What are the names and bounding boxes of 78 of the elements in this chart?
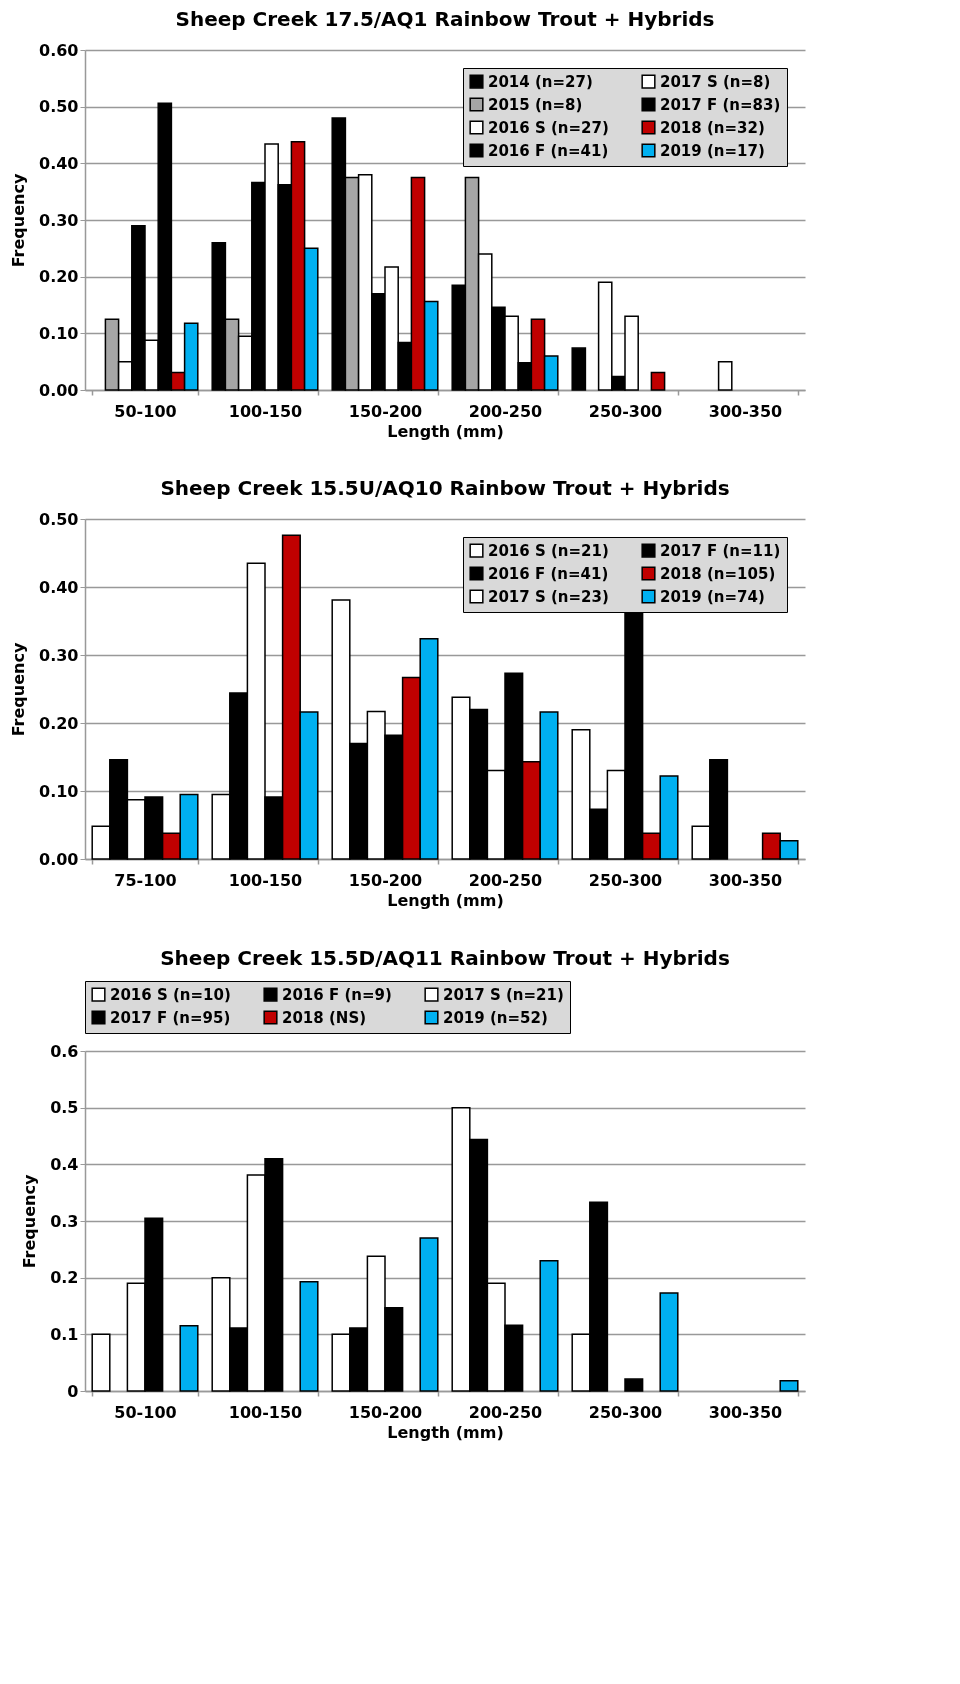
chart-title: Sheep Creek 15.5U/AQ10 Rainbow Trout + Hybrids xyxy=(160,476,730,500)
y-tick-label: 0.5 xyxy=(50,1098,79,1118)
legend-label: 2016 F (n=41) xyxy=(488,564,609,583)
y-axis-title: Frequency xyxy=(20,1174,40,1269)
legend-label: 2017 S (n=8) xyxy=(660,72,771,91)
legend-label: 2016 S (n=21) xyxy=(488,541,609,560)
y-axis-title: Frequency xyxy=(9,642,29,737)
x-tick-label: 100-150 xyxy=(228,401,303,421)
legend-label: 2014 (n=27) xyxy=(488,72,593,91)
y-tick-label: 0.3 xyxy=(50,1211,79,1231)
x-tick-label: 300-350 xyxy=(708,401,783,421)
legend-label: 2015 (n=8) xyxy=(488,95,583,114)
y-tick-label: 0.40 xyxy=(39,577,79,597)
y-tick-label: 0.20 xyxy=(39,713,79,733)
x-axis-title: Length (mm) xyxy=(387,421,504,441)
x-tick-label: 150-200 xyxy=(348,1402,423,1422)
legend-label: 2019 (n=52) xyxy=(443,1008,548,1027)
chart-title: Sheep Creek 17.5/AQ1 Rainbow Trout + Hybrids xyxy=(175,7,715,31)
x-tick-label: 250-300 xyxy=(588,401,663,421)
x-tick-label: 50-100 xyxy=(114,401,177,421)
legend-label: 2016 F (n=41) xyxy=(488,141,609,160)
legend-label: 2018 (n=32) xyxy=(660,118,765,137)
x-tick-label: 300-350 xyxy=(708,870,783,890)
bar xyxy=(539,1259,559,1392)
y-tick-label: 0.4 xyxy=(50,1154,79,1174)
x-tick-label: 200-250 xyxy=(468,401,543,421)
y-tick-label: 0.60 xyxy=(39,40,79,60)
legend-label: 2016 F (n=9) xyxy=(282,985,392,1004)
y-tick-label: 0.00 xyxy=(39,380,79,400)
bar xyxy=(571,347,587,391)
x-axis-title: Length (mm) xyxy=(387,1422,504,1442)
x-tick-label: 250-300 xyxy=(588,1402,663,1422)
y-tick-label: 0.20 xyxy=(39,267,79,287)
legend-label: 2018 (NS) xyxy=(282,1008,367,1027)
y-axis-title: Frequency xyxy=(9,173,29,268)
y-tick-label: 0.30 xyxy=(39,645,79,665)
bar xyxy=(179,1325,199,1392)
legend-label: 2019 (n=74) xyxy=(660,587,765,606)
legend-label: 2016 S (n=10) xyxy=(110,985,231,1004)
x-tick-label: 200-250 xyxy=(468,870,543,890)
y-tick-label: 0.50 xyxy=(39,97,79,117)
y-tick-label: 0.40 xyxy=(39,153,79,173)
y-tick-label: 0.00 xyxy=(39,849,79,869)
bar xyxy=(419,1237,439,1392)
bar xyxy=(299,1280,319,1392)
bar xyxy=(91,1333,111,1392)
bar xyxy=(624,1378,644,1392)
legend-label: 2017 F (n=11) xyxy=(660,541,781,560)
legend-label: 2017 F (n=95) xyxy=(110,1008,231,1027)
chart-title: Sheep Creek 15.5D/AQ11 Rainbow Trout + Hybrids xyxy=(160,945,730,970)
x-tick-label: 200-250 xyxy=(468,1402,543,1422)
legend-label: 2019 (n=17) xyxy=(660,141,765,160)
y-tick-label: 0.6 xyxy=(50,1041,79,1061)
x-tick-label: 100-150 xyxy=(228,870,303,890)
y-tick-label: 0.10 xyxy=(39,323,79,343)
legend-label: 2017 F (n=83) xyxy=(660,95,781,114)
y-tick-label: 0.30 xyxy=(39,210,79,230)
y-tick-label: 0 xyxy=(67,1381,79,1401)
x-tick-label: 150-200 xyxy=(348,870,423,890)
x-tick-label: 300-350 xyxy=(708,1402,783,1422)
y-tick-label: 0.2 xyxy=(50,1268,79,1288)
x-axis-title: Length (mm) xyxy=(387,890,504,910)
bar xyxy=(659,1292,679,1392)
bar xyxy=(717,360,733,391)
x-tick-label: 250-300 xyxy=(588,870,663,890)
bar xyxy=(779,1380,799,1392)
y-tick-label: 0.50 xyxy=(39,509,79,529)
y-tick-label: 0.1 xyxy=(50,1324,79,1344)
x-tick-label: 50-100 xyxy=(114,1402,177,1422)
x-tick-label: 150-200 xyxy=(348,401,423,421)
legend-label: 2017 S (n=21) xyxy=(443,985,564,1004)
x-tick-label: 100-150 xyxy=(228,1402,303,1422)
legend-label: 2018 (n=105) xyxy=(660,564,776,583)
x-tick-label: 75-100 xyxy=(114,870,177,890)
legend-label: 2017 S (n=23) xyxy=(488,587,609,606)
legend-label: 2016 S (n=27) xyxy=(488,118,609,137)
bar xyxy=(650,371,666,391)
y-tick-label: 0.10 xyxy=(39,781,79,801)
